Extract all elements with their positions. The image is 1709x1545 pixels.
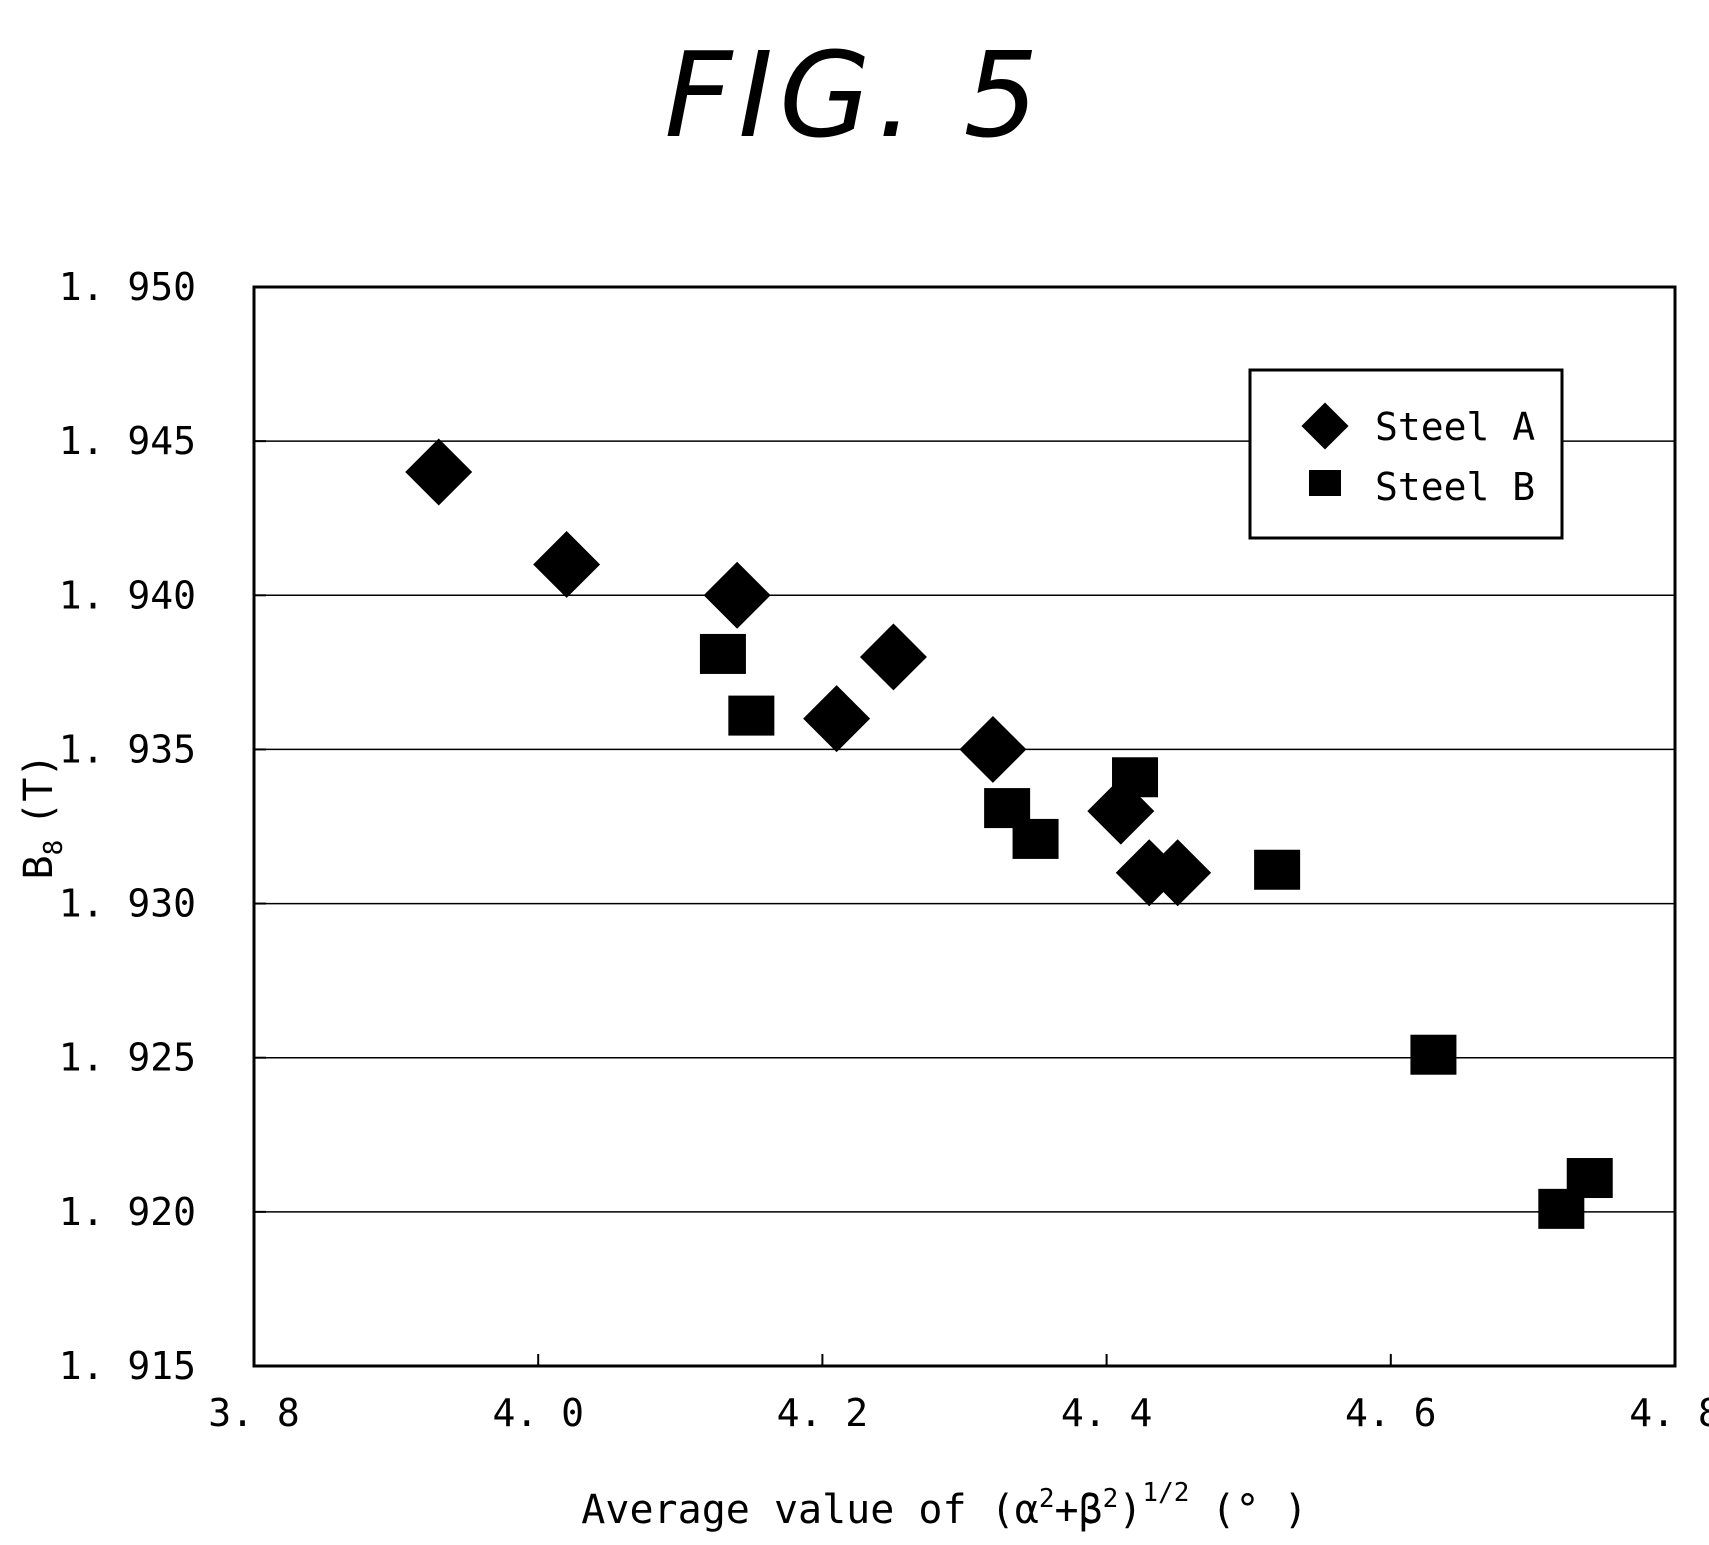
y-axis-label-unit: (T) <box>16 754 62 826</box>
steel-b-point <box>1410 1034 1457 1075</box>
y-tick-label: 1. 935 <box>59 727 196 771</box>
steel-b-point <box>1012 818 1059 859</box>
y-tick-label: 1. 930 <box>59 882 196 926</box>
steel-b-point <box>1566 1158 1613 1199</box>
legend-label: Steel B <box>1375 465 1535 509</box>
y-axis-ticks: 1. 915 1. 920 1. 925 1. 930 1. 935 1. 940 1. 9… <box>59 265 266 1388</box>
x-axis-label-sup3: 1/2 <box>1142 1478 1189 1508</box>
steel-a-point <box>803 685 871 753</box>
x-axis-label-prefix: Average value of (α <box>581 1487 1039 1533</box>
steel-a-point <box>533 530 601 598</box>
y-tick-label: 1. 940 <box>59 573 196 617</box>
y-axis-label: B8 (T) <box>16 754 69 880</box>
y-axis-label-main: B <box>16 855 62 879</box>
grid-lines <box>254 440 1675 1213</box>
legend-diamond-icon <box>1301 402 1349 450</box>
x-tick-label: 4. 2 <box>777 1391 869 1435</box>
x-tick-label: 4. 8 <box>1629 1391 1709 1435</box>
steel-a-point <box>703 561 771 629</box>
x-axis-ticks: 3. 8 4. 0 4. 2 4. 4 4. 6 4. 8 <box>208 1354 1709 1435</box>
y-tick-label: 1. 950 <box>59 265 196 309</box>
steel-b-point <box>699 633 746 674</box>
y-tick-label: 1. 915 <box>59 1344 196 1388</box>
steel-b-point <box>1254 849 1301 890</box>
y-tick-label: 1. 920 <box>59 1190 196 1234</box>
steel-b-point <box>1112 757 1159 798</box>
legend-box <box>1248 368 1564 540</box>
steel-a-point <box>859 623 927 691</box>
legend-label: Steel A <box>1375 405 1535 449</box>
legend: Steel A Steel B <box>1248 368 1564 540</box>
y-axis-label-subscript: 8 <box>39 840 69 856</box>
steel-a-point <box>959 715 1027 783</box>
x-axis-label-mid: +β <box>1055 1487 1103 1533</box>
x-axis-label-unit: (° ) <box>1211 1487 1307 1533</box>
steel-a-point <box>405 438 473 506</box>
x-tick-label: 4. 0 <box>492 1391 584 1435</box>
y-tick-label: 1. 925 <box>59 1036 196 1080</box>
figure-title: FIG. 5 <box>664 26 1045 164</box>
x-axis-label-sup1: 2 <box>1039 1484 1055 1514</box>
x-axis-label-close: ) <box>1118 1487 1142 1533</box>
plot-area-frame <box>252 285 1677 1368</box>
x-axis-label-sup2: 2 <box>1103 1484 1119 1514</box>
x-tick-label: 4. 6 <box>1345 1391 1437 1435</box>
y-tick-label: 1. 945 <box>59 419 196 463</box>
x-tick-label: 4. 4 <box>1061 1391 1153 1435</box>
data-markers <box>405 438 1613 1229</box>
x-tick-label: 3. 8 <box>208 1391 300 1435</box>
steel-b-point <box>728 695 775 736</box>
steel-a-point <box>1144 839 1212 907</box>
legend-square-icon <box>1309 470 1341 496</box>
x-axis-label: Average value of (α2+β2)1/2 (° ) <box>581 1478 1307 1533</box>
